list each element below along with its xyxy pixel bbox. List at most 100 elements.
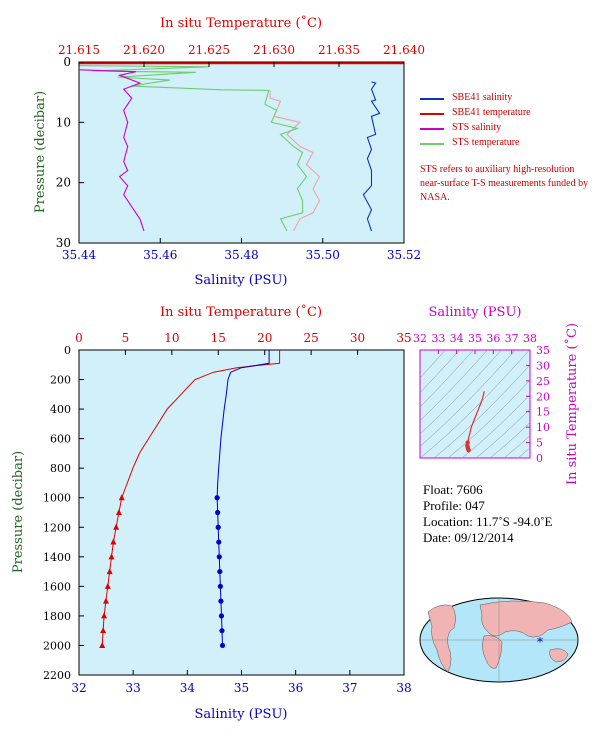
ts-top-tick-label: 36 <box>486 332 500 345</box>
ts-top-tick-label: 38 <box>523 332 537 345</box>
upper-series-line-0 <box>362 81 381 232</box>
lower-bottom-tick-label: 34 <box>180 681 196 695</box>
lower-bottom-axis-title: Salinity (PSU) <box>195 707 288 722</box>
legend-swatch <box>420 113 444 115</box>
ts-top-tick-label: 37 <box>505 332 519 345</box>
upper-top-tick-label: 21.615 <box>58 43 100 57</box>
ts-density-contour <box>489 422 530 458</box>
lower-y-tick-label: 800 <box>50 462 71 475</box>
upper-top-axis-title: In situ Temperature (˚C) <box>160 15 322 31</box>
ts-density-contour <box>503 435 530 458</box>
ts-right-tick-label: 15 <box>536 406 550 419</box>
lower-y-tick-label: 600 <box>50 433 71 446</box>
lower-top-tick-label: 5 <box>122 331 130 345</box>
lower-salinity-marker <box>218 613 225 619</box>
upper-top-tick-label: 21.625 <box>188 43 230 57</box>
lower-y-tick-label: 400 <box>50 403 71 416</box>
ts-top-axis-title: Salinity (PSU) <box>429 305 522 320</box>
float-location-marker: * <box>537 635 543 649</box>
lower-y-tick-label: 1200 <box>43 521 71 534</box>
ts-top-tick-label: 35 <box>468 332 482 345</box>
lower-temperature-marker <box>101 612 108 619</box>
lower-top-tick-label: 30 <box>350 331 365 345</box>
lower-series-line-1 <box>216 350 270 646</box>
ts-point <box>466 448 471 453</box>
ts-top-tick-label: 34 <box>450 332 464 345</box>
lower-y-tick-label: 1400 <box>43 551 71 564</box>
profile-number: Profile: 047 <box>423 498 485 513</box>
ts-right-tick-label: 0 <box>536 452 543 465</box>
lower-top-tick-label: 35 <box>396 331 411 345</box>
upper-top-tick-label: 21.640 <box>383 43 425 57</box>
upper-y-tick-label: 30 <box>56 236 71 250</box>
ts-diagram: 32 33 34 35 36 37 38 0 5 10 15 20 25 30 35 Salinity (P… <box>413 305 580 485</box>
lower-salinity-marker <box>219 628 225 634</box>
lower-chart: 32 33 34 35 36 37 38 0 5 10 15 20 25 30 35 0 200 400 600 80… <box>11 304 412 722</box>
map-land-australia <box>549 648 569 663</box>
legend-label: STS salinity <box>452 122 502 133</box>
ts-top-tick-label: 33 <box>431 332 445 345</box>
lower-y-tick-label: 200 <box>50 374 71 387</box>
float-id: Float: 7606 <box>423 482 483 497</box>
lower-y-tick-label: 0 <box>64 344 71 357</box>
ts-axes-group: 32 33 34 35 36 37 38 0 5 10 15 20 25 30 35 <box>413 332 550 465</box>
ts-top-tick-label: 32 <box>413 332 427 345</box>
upper-series-line-3 <box>78 65 308 232</box>
ts-density-contour <box>433 364 530 458</box>
lower-top-tick-label: 10 <box>164 331 179 345</box>
legend-label: STS temperature <box>452 137 520 148</box>
legend-label: SBE41 temperature <box>452 107 531 118</box>
upper-bottom-tick-label: 35.44 <box>62 248 97 262</box>
lower-salinity-marker <box>215 509 221 516</box>
lower-y-tick-label: 1600 <box>43 580 71 593</box>
lower-plot-area <box>78 349 405 676</box>
upper-y-tick-label: 20 <box>56 176 71 190</box>
ts-density-contour <box>420 350 474 408</box>
legend-swatch <box>420 143 444 145</box>
lower-salinity-marker <box>219 642 226 649</box>
legend-swatch <box>420 98 444 100</box>
ts-density-contour <box>447 379 530 458</box>
map-land-africa <box>482 635 503 669</box>
lower-bottom-tick-label: 37 <box>342 681 357 695</box>
lower-temperature-marker <box>104 582 111 589</box>
lower-top-tick-label: 15 <box>211 331 226 345</box>
ts-right-tick-label: 5 <box>536 437 543 450</box>
lower-series-group <box>99 350 281 649</box>
upper-y-tick-label: 0 <box>63 55 71 69</box>
ts-series-group <box>465 391 485 453</box>
ts-right-axis-title: In situ Temperature (˚C) <box>564 323 580 485</box>
world-map: * <box>419 597 579 683</box>
lower-bottom-tick-label: 33 <box>126 681 141 695</box>
map-land-americas <box>427 604 456 673</box>
lower-top-tick-label: 0 <box>75 331 83 345</box>
lower-salinity-marker <box>215 524 221 530</box>
legend-label: SBE41 salinity <box>452 92 513 103</box>
lower-y-tick-label: 2200 <box>43 669 71 682</box>
ts-right-tick-label: 25 <box>536 375 550 388</box>
ts-density-contour <box>461 394 530 458</box>
lower-salinity-marker <box>217 583 223 589</box>
lower-bottom-tick-label: 35 <box>234 681 249 695</box>
lower-top-tick-label: 25 <box>304 331 319 345</box>
map-land-eurasia <box>479 600 573 638</box>
upper-bottom-axis-title: Salinity (PSU) <box>195 273 288 288</box>
upper-top-tick-label: 21.635 <box>318 43 360 57</box>
upper-bottom-tick-label: 35.48 <box>224 248 258 262</box>
ts-right-tick-label: 10 <box>536 421 550 434</box>
lower-y-axis-title: Pressure (decibar) <box>11 451 26 573</box>
lower-y-tick-label: 2000 <box>43 639 71 652</box>
lower-temperature-marker <box>100 627 107 634</box>
lower-temperature-marker <box>118 494 125 501</box>
lower-temperature-marker <box>102 597 109 604</box>
ts-right-tick-label: 20 <box>536 390 550 403</box>
lower-salinity-marker <box>214 495 220 501</box>
legend-swatch <box>420 128 444 130</box>
lower-axes-group: 32 33 34 35 36 37 38 0 5 10 15 20 25 30 35 0 200 400 600 80… <box>43 331 412 695</box>
upper-series-line-4 <box>269 90 321 232</box>
lower-salinity-marker <box>217 568 223 575</box>
upper-bottom-tick-label: 35.50 <box>306 248 340 262</box>
lower-y-tick-label: 1800 <box>43 610 71 623</box>
ts-density-contours <box>420 350 530 458</box>
